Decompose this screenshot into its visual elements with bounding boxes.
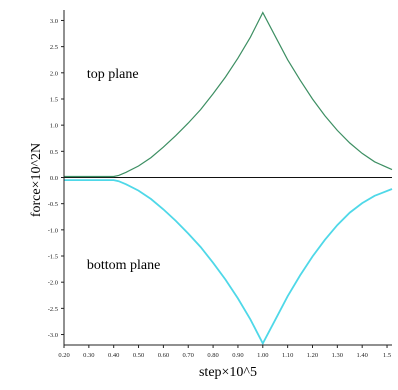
x-tick-label: 1.10 <box>282 352 293 359</box>
y-tick-label: 1.0 <box>50 123 58 130</box>
x-tick-label: 1.5 <box>383 352 391 359</box>
x-tick-label: 0.30 <box>83 352 94 359</box>
y-tick-label: 3.0 <box>50 18 58 25</box>
x-tick-label: 0.90 <box>232 352 243 359</box>
y-tick-label: 2.5 <box>50 44 58 51</box>
y-tick-label: -0.5 <box>48 201 58 208</box>
plot-area: top plane bottom plane <box>64 11 393 346</box>
annotation-bottom-plane: bottom plane <box>87 258 160 273</box>
axes: 3.0 2.5 2.0 1.5 1.0 0.5 0.0 -0.5 -1.0 -1.5 -2.0 -2.… <box>48 10 392 359</box>
y-tick-label: 2.0 <box>50 70 58 77</box>
x-tick-label: 1.30 <box>332 352 343 359</box>
y-tick-label: 0.0 <box>50 175 58 182</box>
x-axis-title: step×10^5 <box>199 365 257 380</box>
series-top-plane-line <box>64 11 393 178</box>
y-tick-label: -1.5 <box>48 254 58 261</box>
y-tick-label: -2.0 <box>48 280 58 287</box>
x-tick-label: 1.20 <box>307 352 318 359</box>
x-tick-label: 0.20 <box>58 352 69 359</box>
x-tick-label: 0.40 <box>108 352 119 359</box>
x-tick-label: 0.70 <box>183 352 194 359</box>
x-tick-label: 0.50 <box>133 352 144 359</box>
annotation-top-plane: top plane <box>87 67 139 82</box>
x-tick-label: 1.00 <box>257 352 268 359</box>
y-tick-label: -3.0 <box>48 332 58 339</box>
labels: step×10^5 force×10^2N <box>29 143 257 380</box>
y-tick-label: -2.5 <box>48 306 58 313</box>
y-tick-label: 0.5 <box>50 149 58 156</box>
series-bottom-plane-line <box>64 179 393 346</box>
y-tick-label: 1.5 <box>50 96 58 103</box>
x-tick-label: 0.80 <box>207 352 218 359</box>
x-tick-label: 1.40 <box>356 352 367 359</box>
x-tick-label: 0.60 <box>158 352 169 359</box>
y-tick-label: -1.0 <box>48 227 58 234</box>
y-axis-title: force×10^2N <box>29 143 44 217</box>
